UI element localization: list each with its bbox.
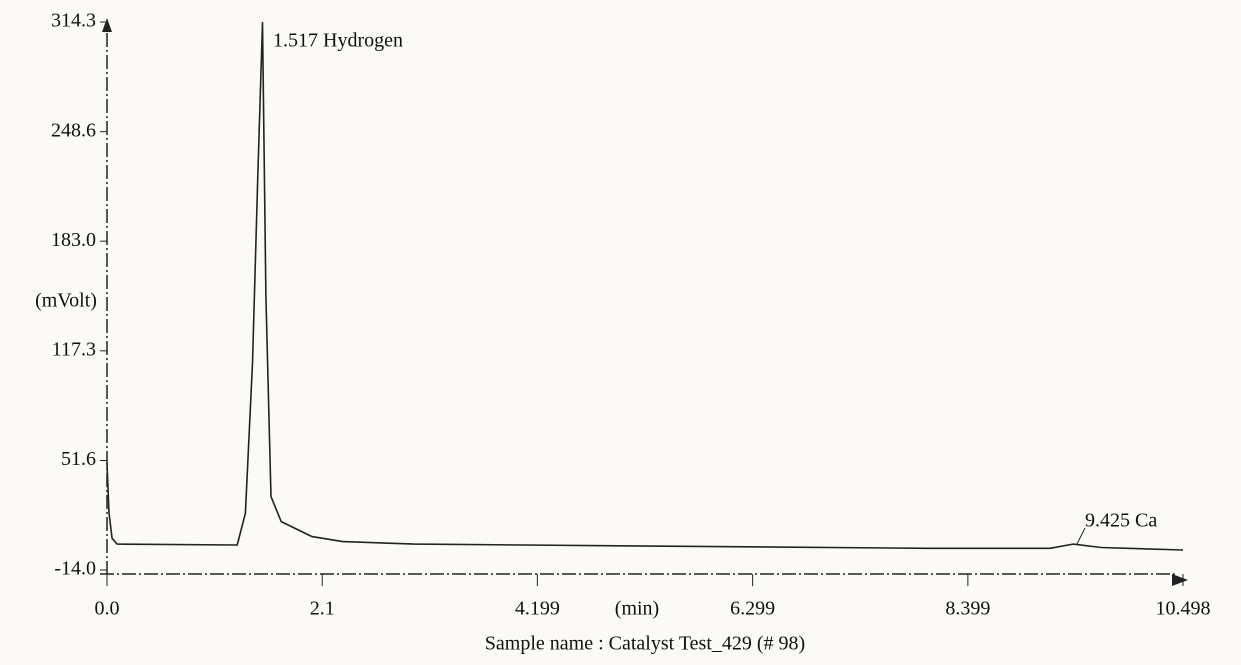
x-tick-label: 8.399 [945, 598, 990, 620]
y-tick-label: 248.6 [51, 119, 96, 141]
y-axis-label: (mVolt) [35, 290, 97, 312]
annotation-leader [1077, 528, 1085, 544]
trace [107, 23, 1183, 551]
x-tick-label: 6.299 [730, 598, 775, 620]
x-axis-arrow [1172, 574, 1188, 586]
y-tick-label: 183.0 [51, 229, 96, 251]
y-tick-label: 314.3 [51, 10, 96, 32]
peak-annotation: 1.517 Hydrogen [273, 30, 403, 52]
y-axis-arrow [102, 18, 112, 32]
y-tick-label: 51.6 [61, 448, 96, 470]
y-tick-label: 117.3 [52, 338, 96, 360]
x-axis-label: (min) [615, 598, 659, 620]
page: (mVolt) (min) Sample name : Catalyst Tes… [0, 0, 1241, 665]
peak-annotation: 9.425 Ca [1085, 510, 1157, 532]
y-tick-label: -14.0 [54, 558, 96, 580]
x-tick-label: 0.0 [95, 598, 120, 620]
chart: (mVolt) (min) Sample name : Catalyst Tes… [0, 0, 1241, 665]
caption: Sample name : Catalyst Test_429 (# 98) [485, 633, 805, 655]
x-tick-label: 4.199 [515, 598, 560, 620]
x-tick-label: 10.498 [1156, 598, 1211, 620]
x-tick-label: 2.1 [310, 598, 335, 620]
